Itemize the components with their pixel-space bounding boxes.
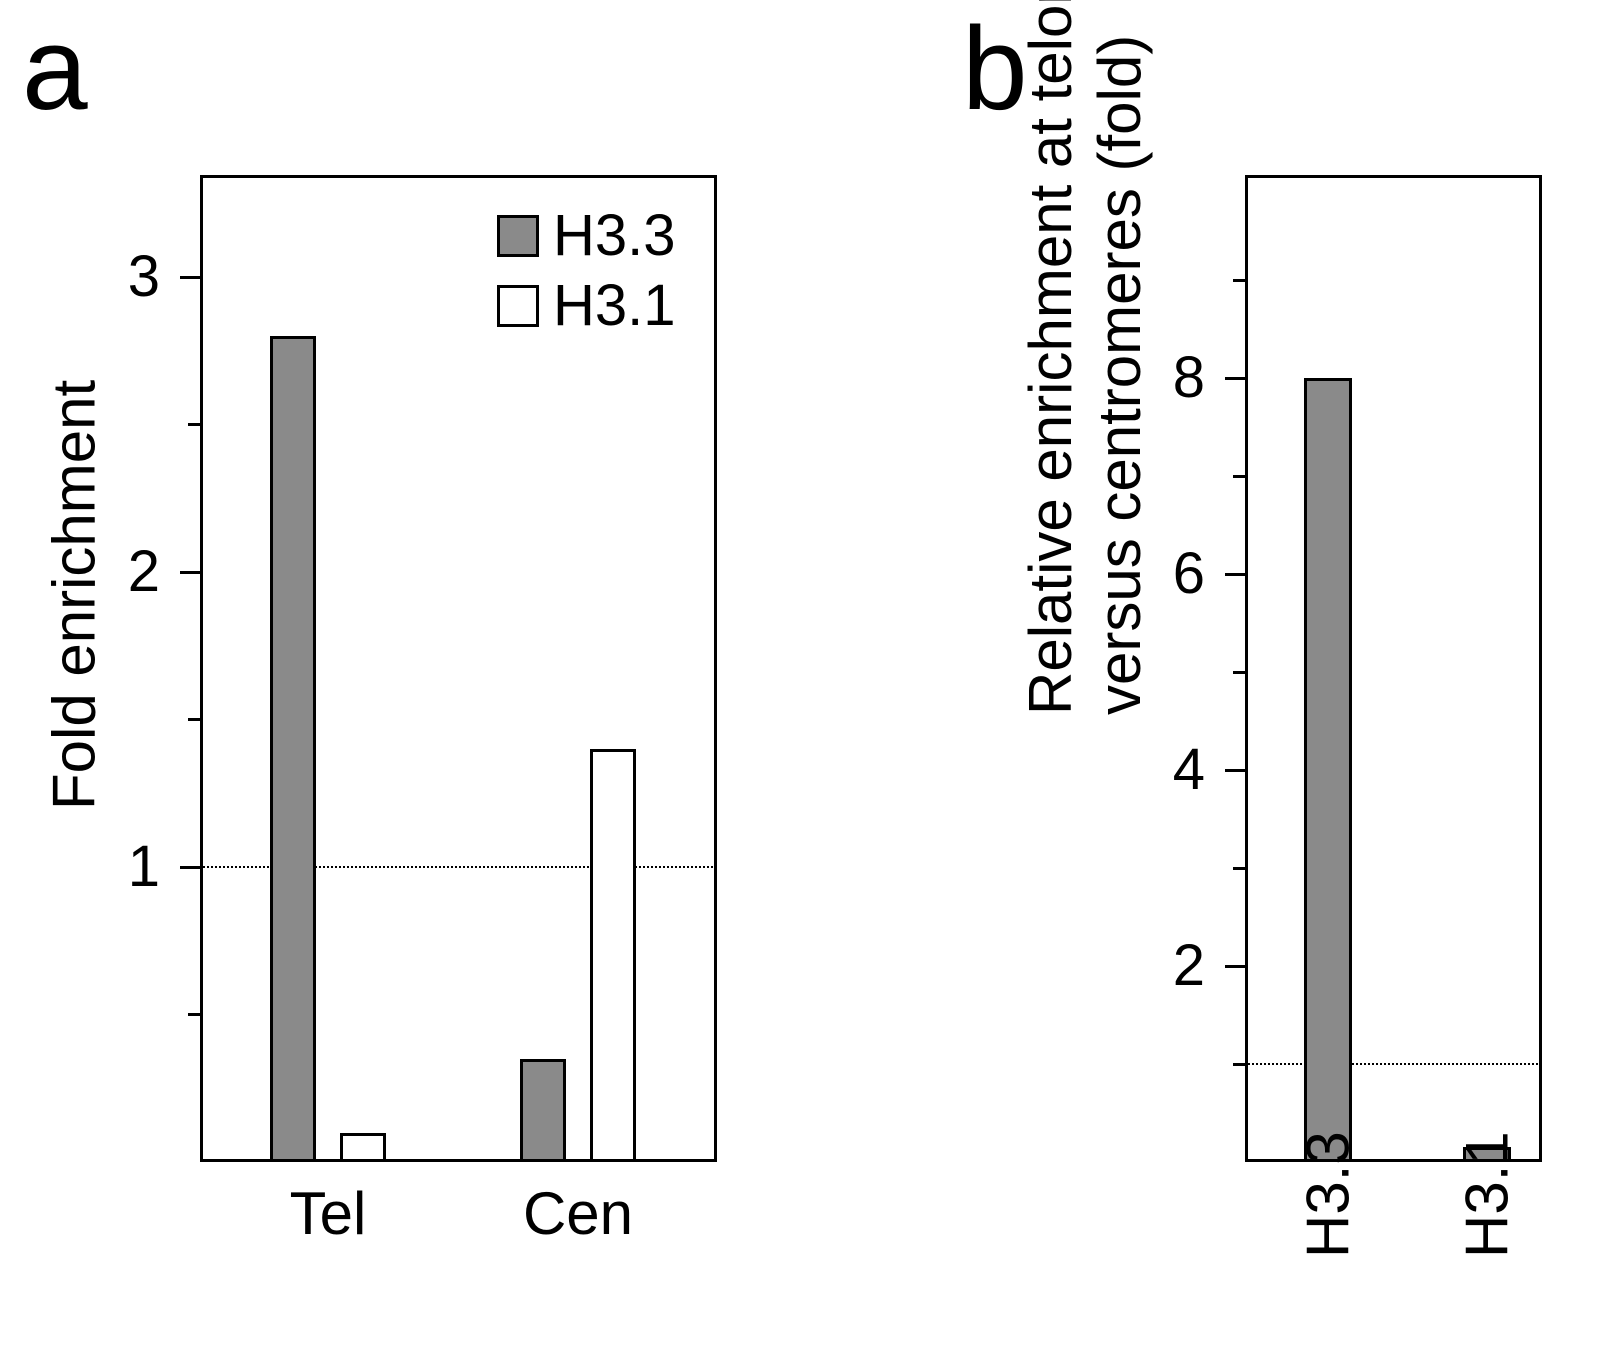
- bar-a-H3.1-Cen: [590, 749, 636, 1162]
- legend-swatch-H3.1: [497, 285, 539, 327]
- legend-label: H3.1: [553, 273, 676, 338]
- panel-a-letter: a: [22, 3, 88, 135]
- y-tick-label: 8: [1172, 345, 1205, 410]
- y-tick-label: 6: [1172, 541, 1205, 606]
- legend-label: H3.3: [553, 203, 676, 268]
- panel-b-letter: b: [962, 3, 1028, 135]
- reference-line: [1245, 1063, 1542, 1065]
- panel-a-x-category-label: Tel: [289, 1180, 367, 1247]
- y-minor-tick: [1233, 1062, 1245, 1066]
- reference-line: [200, 866, 717, 868]
- y-minor-tick: [188, 718, 200, 721]
- y-minor-tick: [1233, 866, 1245, 870]
- panel-b-plot-area: [1245, 175, 1542, 1162]
- y-tick: [180, 865, 200, 869]
- y-minor-tick: [188, 1013, 200, 1016]
- y-tick: [1225, 376, 1245, 380]
- y-tick-label: 2: [127, 539, 160, 604]
- y-tick: [180, 275, 200, 279]
- y-tick-label: 1: [127, 834, 160, 899]
- bar-b-series-H3.1: [1463, 1147, 1511, 1162]
- y-tick: [1225, 572, 1245, 576]
- y-tick-label: 2: [1172, 933, 1205, 998]
- bar-a-H3.1-Tel: [340, 1132, 386, 1162]
- legend-swatch-H3.3: [497, 215, 539, 257]
- y-minor-tick: [1233, 670, 1245, 674]
- panel-a-x-category-label: Cen: [522, 1180, 634, 1247]
- bar-b-series-H3.3: [1304, 378, 1352, 1162]
- y-tick-label: 3: [127, 244, 160, 309]
- y-tick-label: 4: [1172, 737, 1205, 802]
- y-tick: [1225, 964, 1245, 968]
- legend-row: H3.1: [497, 277, 676, 335]
- y-minor-tick: [188, 423, 200, 426]
- bar-a-H3.3-Cen: [520, 1058, 566, 1162]
- legend-row: H3.3: [497, 207, 676, 265]
- y-minor-tick: [1233, 278, 1245, 282]
- y-tick: [180, 570, 200, 574]
- y-tick: [1225, 768, 1245, 772]
- panel-a-legend: H3.3 H3.1: [497, 207, 676, 335]
- panel-b-y-axis-label-line1: Relative enrichment at telomeres: [1017, 0, 1084, 715]
- y-minor-tick: [1233, 474, 1245, 478]
- bar-a-H3.3-Tel: [270, 336, 316, 1162]
